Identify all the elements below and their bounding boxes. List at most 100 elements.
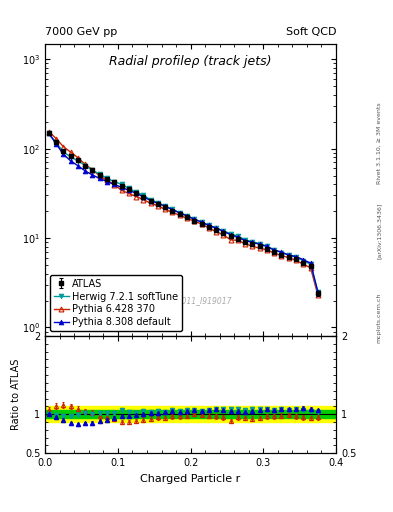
Pythia 6.428 370 xyxy=(214,228,219,234)
Pythia 6.428 370 xyxy=(243,241,248,247)
Pythia 8.308 default xyxy=(301,257,306,263)
Pythia 6.428 370 xyxy=(294,258,298,264)
Pythia 6.428 370 xyxy=(105,177,109,183)
Pythia 6.428 370 xyxy=(250,243,255,249)
Pythia 6.428 370 xyxy=(279,252,284,259)
Herwig 7.2.1 softTune xyxy=(148,197,153,203)
Herwig 7.2.1 softTune xyxy=(272,247,277,253)
Pythia 8.308 default xyxy=(243,238,248,244)
Herwig 7.2.1 softTune xyxy=(54,140,59,146)
Pythia 6.428 370 xyxy=(177,212,182,219)
Pythia 8.308 default xyxy=(206,222,211,228)
Herwig 7.2.1 softTune xyxy=(156,200,160,206)
Text: Rivet 3.1.10, ≥ 3M events: Rivet 3.1.10, ≥ 3M events xyxy=(377,102,382,184)
Herwig 7.2.1 softTune xyxy=(119,181,124,187)
Legend: ATLAS, Herwig 7.2.1 softTune, Pythia 6.428 370, Pythia 8.308 default: ATLAS, Herwig 7.2.1 softTune, Pythia 6.4… xyxy=(50,275,182,331)
Pythia 6.428 370 xyxy=(141,197,146,203)
Pythia 6.428 370 xyxy=(83,161,88,167)
Pythia 6.428 370 xyxy=(170,209,175,216)
Pythia 8.308 default xyxy=(264,243,269,249)
Text: Radial profileρ (track jets): Radial profileρ (track jets) xyxy=(109,55,272,68)
Pythia 6.428 370 xyxy=(228,237,233,243)
Herwig 7.2.1 softTune xyxy=(257,241,262,247)
Pythia 6.428 370 xyxy=(112,182,117,188)
Text: Soft QCD: Soft QCD xyxy=(286,27,336,37)
Pythia 8.308 default xyxy=(177,210,182,216)
Pythia 8.308 default xyxy=(185,213,189,219)
Text: mcplots.cern.ch: mcplots.cern.ch xyxy=(377,292,382,343)
Pythia 6.428 370 xyxy=(75,155,80,161)
Pythia 8.308 default xyxy=(90,172,95,178)
Herwig 7.2.1 softTune xyxy=(105,175,109,181)
Pythia 8.308 default xyxy=(294,253,298,260)
Herwig 7.2.1 softTune xyxy=(294,254,298,260)
Herwig 7.2.1 softTune xyxy=(141,192,146,198)
Pythia 8.308 default xyxy=(156,200,160,206)
Text: ATLAS_2011_I919017: ATLAS_2011_I919017 xyxy=(149,296,232,306)
Pythia 6.428 370 xyxy=(308,265,313,271)
Herwig 7.2.1 softTune xyxy=(301,258,306,264)
Pythia 8.308 default xyxy=(83,168,88,174)
Line: Pythia 6.428 370: Pythia 6.428 370 xyxy=(46,129,320,297)
Pythia 6.428 370 xyxy=(316,292,320,298)
Herwig 7.2.1 softTune xyxy=(279,249,284,255)
Herwig 7.2.1 softTune xyxy=(46,131,51,137)
Pythia 6.428 370 xyxy=(68,149,73,155)
Pythia 8.308 default xyxy=(46,131,51,137)
Pythia 6.428 370 xyxy=(286,254,291,261)
Herwig 7.2.1 softTune xyxy=(163,203,167,209)
Pythia 6.428 370 xyxy=(272,250,277,256)
Herwig 7.2.1 softTune xyxy=(286,252,291,259)
Pythia 6.428 370 xyxy=(199,221,204,227)
Herwig 7.2.1 softTune xyxy=(199,219,204,225)
Herwig 7.2.1 softTune xyxy=(235,233,240,239)
Pythia 8.308 default xyxy=(170,206,175,212)
Pythia 8.308 default xyxy=(141,194,146,200)
Herwig 7.2.1 softTune xyxy=(192,216,196,222)
Herwig 7.2.1 softTune xyxy=(134,189,138,195)
Pythia 8.308 default xyxy=(221,228,226,234)
Pythia 8.308 default xyxy=(199,219,204,225)
Pythia 8.308 default xyxy=(75,163,80,169)
Line: Herwig 7.2.1 softTune: Herwig 7.2.1 softTune xyxy=(46,131,320,295)
Herwig 7.2.1 softTune xyxy=(264,243,269,249)
Pythia 8.308 default xyxy=(61,151,66,157)
Herwig 7.2.1 softTune xyxy=(90,167,95,174)
Pythia 8.308 default xyxy=(316,288,320,294)
Pythia 6.428 370 xyxy=(90,166,95,173)
Herwig 7.2.1 softTune xyxy=(127,185,131,191)
Pythia 6.428 370 xyxy=(127,190,131,197)
Pythia 6.428 370 xyxy=(235,238,240,244)
Pythia 8.308 default xyxy=(257,241,262,247)
Text: 7000 GeV pp: 7000 GeV pp xyxy=(45,27,118,37)
Herwig 7.2.1 softTune xyxy=(83,162,88,168)
Pythia 8.308 default xyxy=(228,231,233,238)
Pythia 6.428 370 xyxy=(264,247,269,253)
Pythia 8.308 default xyxy=(148,198,153,204)
Y-axis label: Ratio to ATLAS: Ratio to ATLAS xyxy=(11,359,21,430)
Herwig 7.2.1 softTune xyxy=(221,228,226,234)
Pythia 8.308 default xyxy=(112,181,117,187)
Pythia 6.428 370 xyxy=(163,206,167,212)
Pythia 6.428 370 xyxy=(119,187,124,194)
Pythia 6.428 370 xyxy=(301,261,306,267)
Herwig 7.2.1 softTune xyxy=(214,225,219,231)
Pythia 6.428 370 xyxy=(148,200,153,206)
Pythia 8.308 default xyxy=(54,141,59,147)
Herwig 7.2.1 softTune xyxy=(97,171,102,177)
Pythia 8.308 default xyxy=(250,239,255,245)
Pythia 8.308 default xyxy=(134,190,138,196)
Pythia 6.428 370 xyxy=(46,129,51,135)
Pythia 6.428 370 xyxy=(206,225,211,231)
Line: Pythia 8.308 default: Pythia 8.308 default xyxy=(46,131,320,294)
Pythia 8.308 default xyxy=(192,216,196,222)
Pythia 8.308 default xyxy=(119,184,124,190)
Pythia 6.428 370 xyxy=(221,232,226,238)
Pythia 6.428 370 xyxy=(134,194,138,200)
Pythia 8.308 default xyxy=(214,225,219,231)
Pythia 6.428 370 xyxy=(257,245,262,251)
X-axis label: Charged Particle r: Charged Particle r xyxy=(140,474,241,483)
Pythia 8.308 default xyxy=(68,158,73,164)
Pythia 6.428 370 xyxy=(185,215,189,221)
Pythia 8.308 default xyxy=(127,187,131,193)
